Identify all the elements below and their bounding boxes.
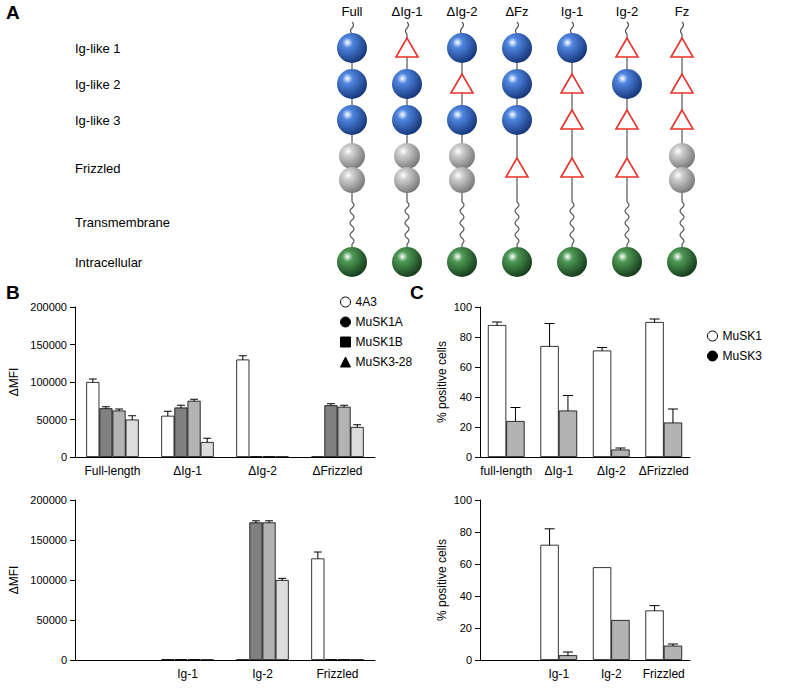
svg-text:100: 100	[454, 301, 472, 313]
svg-text:ΔFz: ΔFz	[505, 4, 528, 19]
svg-text:Intracellular: Intracellular	[75, 255, 143, 270]
svg-text:Ig-2: Ig-2	[601, 667, 622, 681]
svg-text:Ig-like 3: Ig-like 3	[75, 113, 121, 128]
svg-text:MuSK3-28: MuSK3-28	[356, 355, 413, 369]
svg-text:MuSK1B: MuSK1B	[356, 335, 403, 349]
svg-text:Ig-1: Ig-1	[548, 667, 569, 681]
svg-text:4A3: 4A3	[356, 295, 378, 309]
svg-text:ΔIg-2: ΔIg-2	[248, 464, 277, 478]
svg-text:200000: 200000	[30, 301, 67, 313]
svg-text:Ig-like 2: Ig-like 2	[75, 77, 121, 92]
svg-text:0: 0	[466, 451, 472, 463]
svg-text:150000: 150000	[30, 339, 67, 351]
svg-text:Full-length: Full-length	[84, 464, 140, 478]
svg-text:Ig-1: Ig-1	[561, 4, 583, 19]
svg-text:80: 80	[460, 526, 472, 538]
svg-text:ΔFrizzled: ΔFrizzled	[312, 464, 362, 478]
svg-text:ΔIg-1: ΔIg-1	[391, 4, 422, 19]
html-text:B: B	[6, 282, 20, 303]
svg-text:% positive cells: % positive cells	[435, 341, 449, 423]
svg-text:150000: 150000	[30, 534, 67, 546]
svg-text:ΔIg-1: ΔIg-1	[544, 464, 573, 478]
svg-text:50000: 50000	[36, 414, 67, 426]
svg-text:ΔIg-1: ΔIg-1	[173, 464, 202, 478]
svg-text:% positive cells: % positive cells	[435, 539, 449, 621]
svg-text:Ig-like 1: Ig-like 1	[75, 41, 121, 56]
svg-text:40: 40	[460, 590, 472, 602]
svg-text:Ig-2: Ig-2	[616, 4, 638, 19]
svg-text:100000: 100000	[30, 376, 67, 388]
svg-text:ΔIg-2: ΔIg-2	[446, 4, 477, 19]
svg-text:Ig-2: Ig-2	[252, 667, 273, 681]
svg-text:Full: Full	[342, 4, 363, 19]
svg-text:Ig-1: Ig-1	[177, 667, 198, 681]
svg-text:100: 100	[454, 494, 472, 506]
svg-text:100000: 100000	[30, 574, 67, 586]
svg-text:60: 60	[460, 361, 472, 373]
svg-text:50000: 50000	[36, 614, 67, 626]
svg-text:ΔFrizzled: ΔFrizzled	[639, 464, 689, 478]
svg-text:20: 20	[460, 421, 472, 433]
svg-text:Frizzled: Frizzled	[316, 667, 358, 681]
svg-text:200000: 200000	[30, 494, 67, 506]
svg-text:ΔMFI: ΔMFI	[7, 368, 21, 397]
svg-text:0: 0	[61, 451, 67, 463]
svg-text:80: 80	[460, 331, 472, 343]
html-text:A: A	[6, 2, 20, 23]
svg-text:full-length: full-length	[480, 464, 532, 478]
svg-text:20: 20	[460, 622, 472, 634]
svg-text:0: 0	[466, 654, 472, 666]
svg-text:Transmembrane: Transmembrane	[75, 215, 170, 230]
svg-text:60: 60	[460, 558, 472, 570]
svg-text:MuSK3: MuSK3	[723, 349, 763, 363]
svg-text:Fz: Fz	[675, 4, 689, 19]
svg-text:0: 0	[61, 654, 67, 666]
svg-text:Frizzled: Frizzled	[643, 667, 685, 681]
svg-text:MuSK1A: MuSK1A	[356, 315, 403, 329]
svg-text:MuSK1: MuSK1	[723, 329, 763, 343]
svg-text:ΔMFI: ΔMFI	[7, 566, 21, 595]
svg-text:Frizzled: Frizzled	[75, 161, 121, 176]
svg-text:ΔIg-2: ΔIg-2	[597, 464, 626, 478]
svg-text:40: 40	[460, 391, 472, 403]
html-text:C: C	[410, 282, 424, 303]
